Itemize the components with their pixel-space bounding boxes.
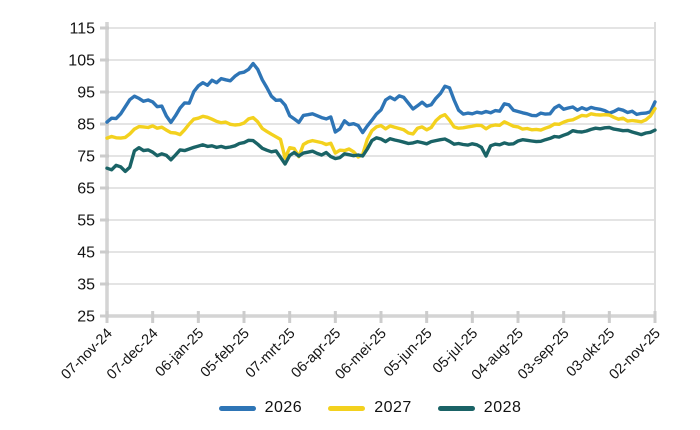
y-tick-label: 35 xyxy=(77,277,95,294)
y-tick-label: 105 xyxy=(68,53,95,70)
legend-swatch-2028 xyxy=(437,405,475,411)
series-line-2027 xyxy=(105,106,657,160)
legend-label-2028: 2028 xyxy=(483,399,522,416)
legend-swatch-2026 xyxy=(218,405,256,411)
legend-item-2028: 2028 xyxy=(437,399,522,417)
y-tick-label: 85 xyxy=(77,117,95,134)
y-tick-label: 65 xyxy=(77,181,95,198)
legend-swatch-2027 xyxy=(328,405,366,411)
legend-label-2027: 2027 xyxy=(374,399,412,416)
y-tick-label: 95 xyxy=(77,85,95,102)
series-line-2028 xyxy=(105,125,657,174)
y-tick-label: 55 xyxy=(77,213,95,230)
series-line-2026 xyxy=(105,61,657,135)
y-tick-label: 25 xyxy=(77,309,95,326)
chart-legend: 2026 2027 2028 xyxy=(40,399,700,417)
legend-label-2026: 2026 xyxy=(264,399,303,416)
x-tick-label: 05-jun-25 xyxy=(381,326,436,381)
y-tick-label: 115 xyxy=(69,21,95,38)
legend-item-2027: 2027 xyxy=(328,399,412,417)
y-tick-label: 75 xyxy=(77,149,95,166)
legend-item-2026: 2026 xyxy=(218,399,303,417)
y-tick-label: 45 xyxy=(77,245,95,262)
